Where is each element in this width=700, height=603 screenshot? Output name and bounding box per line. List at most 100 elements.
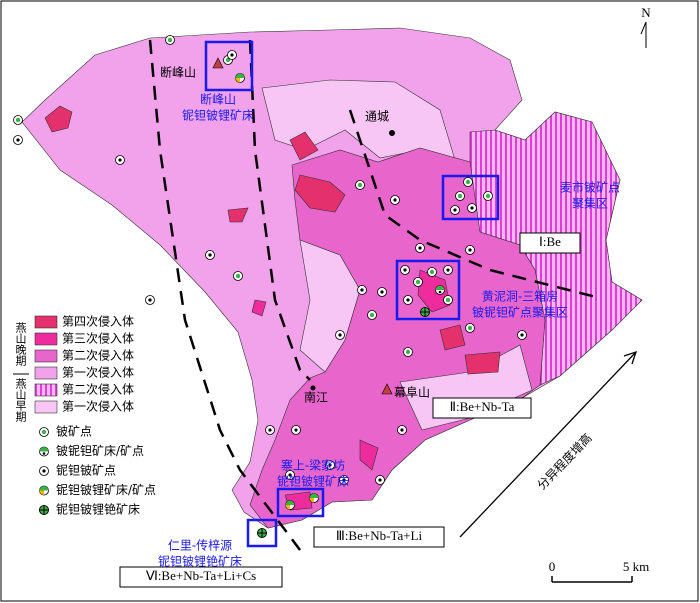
symbol-core [465,179,471,185]
deposit-symbol [357,285,367,295]
deposit-symbol [309,493,319,503]
deposit-label: 铌钽铍锂铯矿床 [158,554,242,569]
symbol-core [403,268,407,272]
symbol-core [42,469,46,473]
unit-late-fourth [294,174,346,213]
deposit-symbol [325,460,335,470]
trend-arrow [459,350,638,538]
symbol-core [39,486,49,491]
north-label: N [641,5,651,20]
legend-label: 第一次侵入体 [62,365,134,380]
zone-boundaries [148,39,601,551]
legend-swatch [34,366,58,380]
deposit-symbol [443,295,453,305]
deposit-symbol [257,528,267,538]
deposit-symbol [39,485,49,496]
deposit-symbol [227,50,237,60]
symbol-core [360,288,364,292]
symbol-core [16,138,20,142]
deposit-label: 麦市铍矿点 [560,180,620,195]
deposit-label: 黄泥洞-三箱房 [482,289,558,304]
town-label: 幕阜山 [394,386,430,400]
symbol-core [457,193,463,199]
unit-late-third [417,269,451,313]
unit-late-third [359,439,379,471]
markers [13,35,527,538]
symbol-core [520,333,524,337]
deposit-symbol [335,330,345,340]
deposit-symbol [233,271,243,281]
legend-label: 铍铌钽矿床/矿点 [56,444,144,458]
symbol-core [294,428,298,432]
legend-label: 第三次侵入体 [62,331,134,346]
symbol-core [429,269,435,275]
north-arrow [640,21,647,48]
deposit-symbol [483,191,493,201]
symbol-core [39,447,49,452]
deposit-symbol [450,205,460,215]
symbol-core [485,193,491,199]
deposit-symbol [390,195,400,205]
trend-label: 分异程度增高 [534,430,595,492]
unit-late-fourth [464,351,501,375]
symbol-core [230,53,234,57]
deposit-symbol [39,466,49,476]
symbol-core [208,253,212,257]
town-label: 断峰山 [160,65,196,80]
deposit-symbol [235,73,245,83]
deposit-label: 铌钽铍锂矿床 [182,108,254,123]
legend-label: 铌钽铍矿点 [56,464,116,478]
symbol-core2 [235,78,240,83]
symbol-core [400,428,404,432]
symbol-core [235,273,241,279]
symbol-core [328,463,332,467]
deposit-symbol [115,155,125,165]
scale-bar [551,576,633,583]
deposit-symbol [339,475,349,485]
deposit-symbol [375,475,385,485]
symbol-core [148,298,152,302]
symbol-core2 [309,498,314,503]
deposit-symbol [39,427,49,437]
legend-swatch [34,315,58,329]
symbol-core [415,279,421,285]
legend-label: 第二次侵入体 [62,348,134,363]
deposit-symbol [435,285,445,295]
symbol-core [285,500,295,505]
deposit-symbol [467,203,477,213]
unit-late-fourth [227,207,249,223]
symbol-core [15,117,21,123]
deposit-symbol [367,310,377,320]
deposit-symbol [13,135,23,145]
deposit-symbol [39,446,49,457]
deposit-label: 寨上-梁家坊 [281,458,345,473]
symbol-core [467,325,473,331]
deposit-symbol [377,287,387,297]
symbol-core [118,158,122,162]
legend-label: 第一次侵入体 [62,399,134,414]
zone-label: Ⅲ:Be+Nb-Ta+Li [336,528,423,543]
legend-swatch [34,400,58,414]
deposit-boxes [204,40,500,548]
town-dot [310,385,316,391]
symbol-core [357,182,363,188]
symbol-core [380,290,384,294]
symbol-core [405,349,411,355]
scale-label: 0 [549,559,556,574]
legend-label: 第四次侵入体 [62,314,134,329]
town-label: 南江 [304,390,328,405]
unit-late-fourth [439,324,466,351]
deposit-symbol [285,470,295,480]
symbol-core [378,478,382,482]
deposit-symbol [403,347,413,357]
symbol-dot [42,452,46,455]
deposit-label: 仁里-传梓源 [168,538,232,553]
deposit-symbol [285,500,295,510]
symbol-core [445,297,451,303]
zone-label-boxes [119,232,581,588]
symbol-core [167,37,173,43]
zone-label: Ⅱ:Be+Nb-Ta [450,399,515,414]
symbol-core [470,206,474,210]
town-label: 通城 [365,110,389,124]
